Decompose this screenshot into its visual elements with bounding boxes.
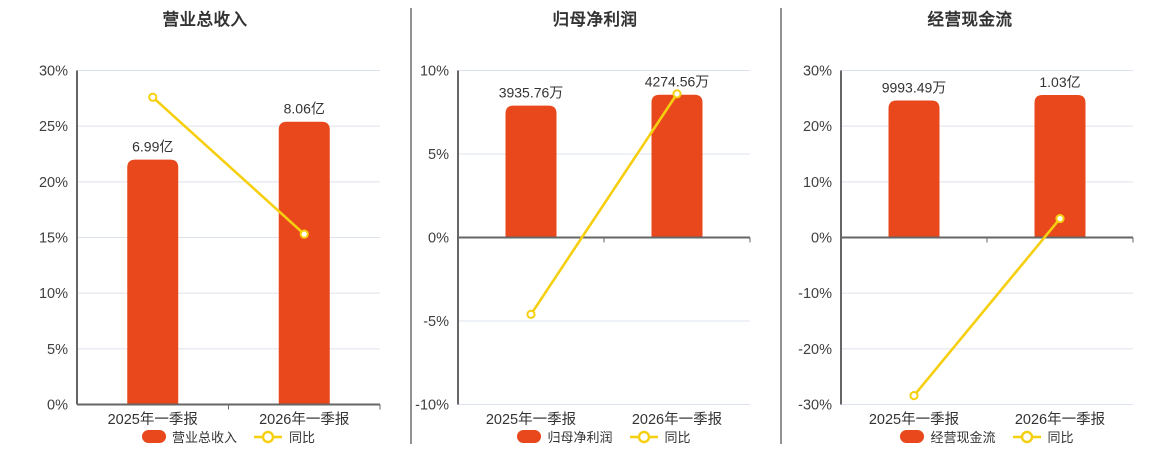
line-marker-icon (1012, 430, 1041, 443)
y-tick-label: -30% (798, 398, 832, 414)
y-tick-label: -5% (423, 314, 449, 330)
legend-bar-label: 营业总收入 (171, 430, 237, 445)
yoy-marker-0[interactable] (909, 390, 919, 401)
legend-item-yoy[interactable]: 同比 (1012, 427, 1074, 446)
y-tick-label: -10% (798, 286, 832, 302)
y-tick-label: -10% (415, 398, 449, 414)
y-tick-label: 25% (39, 119, 68, 135)
cash-flow-chart: 30% 20% 10% 0% -10% -20% -30% 9993.49万 1.03亿 2025… (798, 64, 1134, 428)
y-tick-label: 10% (803, 175, 832, 191)
panel-net-profit: 归母净利润 10% 5% 0% -5% -10% 3935.76万 4274.56万 2025… (410, 0, 780, 450)
bar-value-label: 1.03亿 (1039, 74, 1080, 90)
line-marker-icon (629, 430, 658, 443)
bar-value-label: 3935.76万 (499, 85, 564, 101)
yoy-line (529, 93, 679, 316)
y-tick-label: 0% (811, 231, 832, 247)
yoy-marker-1[interactable] (672, 89, 682, 99)
yoy-line (912, 217, 1062, 397)
bar-1[interactable] (651, 94, 703, 238)
bar-value-label: 8.06亿 (284, 101, 325, 117)
x-category-label: 2026年一季报 (1015, 411, 1105, 428)
bar-0[interactable] (888, 100, 940, 238)
bar-1[interactable] (1034, 94, 1086, 238)
panel-total-revenue: 营业总收入 30% 25% 20% 15% 10% 5% 0% 6.99亿 8.06亿 2025年… (0, 0, 410, 450)
bar-swatch-icon (517, 430, 542, 443)
y-tick-label: 10% (39, 286, 68, 302)
line-marker-icon (254, 430, 282, 443)
legend-item-yoy[interactable]: 同比 (253, 427, 315, 446)
bar-0[interactable] (505, 105, 557, 238)
bar-value-label: 9993.49万 (882, 80, 947, 96)
revenue-chart: 30% 25% 20% 15% 10% 5% 0% 6.99亿 8.06亿 2025年一季报 202… (39, 64, 381, 428)
yoy-marker-0[interactable] (148, 92, 158, 102)
y-tick-label: 20% (39, 175, 68, 191)
legend-item-bar[interactable]: 营业总收入 (141, 427, 237, 446)
y-tick-label: 5% (428, 147, 449, 163)
y-tick-label: 30% (803, 64, 832, 80)
chart-title-cash-flow: 经营现金流 (927, 11, 1013, 29)
y-tick-label: 20% (803, 119, 832, 135)
yoy-marker-1[interactable] (299, 229, 309, 239)
legend-item-bar[interactable]: 归母净利润 (517, 427, 613, 446)
chart-legend: 归母净利润 同比 (458, 428, 750, 445)
y-tick-label: 15% (39, 231, 68, 247)
yoy-line (151, 96, 306, 236)
legend-yoy-label: 同比 (664, 430, 691, 445)
panel-operating-cash-flow: 经营现金流 30% 20% 10% 0% -10% -20% -30% 9993.49万 1.0… (780, 0, 1160, 450)
x-category-label: 2025年一季报 (108, 411, 198, 428)
legend-bar-label: 归母净利润 (547, 430, 613, 445)
bar-1[interactable] (278, 121, 330, 405)
chart-title-net-profit: 归母净利润 (552, 11, 638, 29)
panel-divider (410, 8, 412, 444)
x-category-label: 2026年一季报 (632, 411, 722, 428)
yoy-marker-0[interactable] (526, 309, 536, 319)
bar-value-label: 6.99亿 (132, 139, 173, 155)
bar-swatch-icon (141, 430, 166, 443)
yoy-marker-1[interactable] (1055, 213, 1065, 224)
bar-0[interactable] (127, 159, 179, 405)
legend-yoy-label: 同比 (1047, 430, 1074, 445)
x-category-label: 2025年一季报 (869, 411, 959, 428)
bar-value-label: 4274.56万 (645, 74, 710, 90)
y-tick-label: 5% (47, 342, 68, 358)
chart-title-revenue: 营业总收入 (162, 11, 248, 29)
y-tick-label: 0% (428, 231, 449, 247)
legend-yoy-label: 同比 (289, 430, 316, 445)
y-tick-label: 0% (47, 398, 68, 414)
panel-divider (780, 8, 782, 444)
legend-item-bar[interactable]: 经营现金流 (900, 427, 996, 446)
chart-legend: 营业总收入 同比 (77, 428, 380, 445)
legend-item-yoy[interactable]: 同比 (629, 427, 691, 446)
chart-legend: 经营现金流 同比 (841, 428, 1133, 445)
y-tick-label: 10% (420, 64, 449, 80)
net-profit-chart: 10% 5% 0% -5% -10% 3935.76万 4274.56万 2025年一季报 20… (415, 64, 751, 428)
y-tick-label: 30% (39, 64, 68, 80)
y-tick-label: -20% (798, 342, 832, 358)
legend-bar-label: 经营现金流 (930, 430, 996, 445)
x-category-label: 2025年一季报 (486, 411, 576, 428)
x-category-label: 2026年一季报 (259, 411, 349, 428)
bar-swatch-icon (900, 430, 925, 443)
